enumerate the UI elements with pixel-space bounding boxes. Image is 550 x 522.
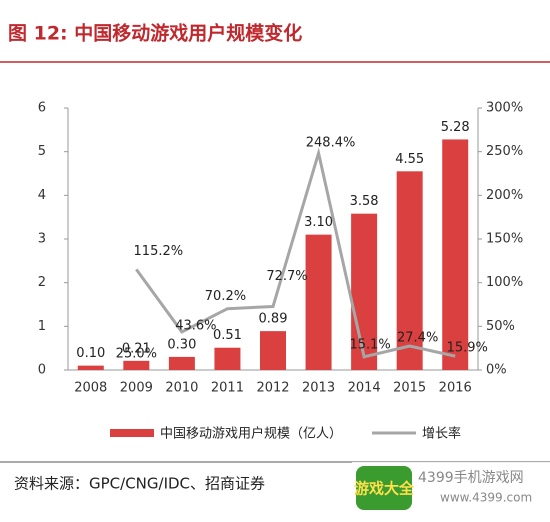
legend-swatch: [110, 429, 154, 437]
bar-value-label: 0.21: [122, 341, 151, 356]
line-value-label: 15.1%: [349, 337, 390, 352]
y-tick-label: 6: [38, 101, 46, 116]
bar: [396, 171, 423, 370]
bar-value-label: 0.51: [213, 328, 242, 343]
y-tick-label: 1: [38, 319, 46, 334]
bar: [214, 347, 241, 370]
watermark-site: 4399手机游戏网: [418, 470, 524, 486]
chart-title: 图 12: 中国移动游戏用户规模变化: [8, 22, 302, 45]
bar: [123, 360, 150, 370]
watermark-url: www.4399.com: [440, 491, 532, 505]
y2-tick-label: 200%: [486, 188, 523, 203]
x-tick-label: 2008: [74, 381, 107, 396]
y2-tick-label: 50%: [486, 319, 515, 334]
annotation: 25.0%: [116, 347, 157, 362]
x-tick-label: 2009: [120, 381, 153, 396]
y2-tick-label: 300%: [486, 101, 523, 116]
source: 资料来源：GPC/CNG/IDC、招商证券: [14, 475, 265, 493]
x-tick-label: 2016: [439, 381, 472, 396]
line-value-label: 70.2%: [205, 289, 246, 304]
x-tick-label: 2015: [393, 381, 426, 396]
line-value-label: 43.6%: [175, 318, 216, 333]
line-value-label: 115.2%: [134, 244, 184, 259]
watermark-logo: 游戏大全: [354, 480, 415, 498]
y2-tick-label: 100%: [486, 275, 523, 290]
growth-line: [135, 147, 456, 359]
bar: [260, 331, 286, 370]
x-tick-label: 2012: [256, 381, 289, 396]
bar: [305, 234, 332, 370]
x-tick-label: 2011: [211, 381, 244, 396]
bar-value-label: 5.28: [441, 120, 470, 135]
bar-value-label: 0.30: [167, 337, 196, 352]
x-tick-label: 2013: [302, 381, 335, 396]
bar: [168, 356, 195, 370]
bar-value-label: 3.10: [304, 215, 333, 230]
bar: [77, 365, 104, 370]
y2-tick-label: 150%: [486, 232, 523, 247]
bar-value-label: 0.10: [76, 346, 105, 361]
bar-value-label: 3.58: [350, 194, 379, 209]
line-value-label: 15.9%: [447, 341, 488, 356]
legend-label: 增长率: [422, 426, 461, 442]
bar-value-label: 0.89: [259, 312, 288, 327]
y-tick-label: 5: [38, 144, 46, 159]
legend-label: 中国移动游戏用户规模（亿人）: [160, 426, 342, 442]
line-value-label: 27.4%: [397, 331, 438, 346]
bar-value-label: 4.55: [395, 152, 424, 167]
watermark-logo-box: [356, 466, 412, 510]
y2-tick-label: 250%: [486, 144, 523, 159]
x-tick-label: 2014: [348, 381, 381, 396]
y-tick-label: 4: [38, 188, 46, 203]
y-tick-label: 0: [38, 363, 46, 378]
x-tick-label: 2010: [165, 381, 198, 396]
y-tick-label: 2: [38, 275, 46, 290]
y2-tick-label: 0%: [486, 363, 507, 378]
line-value-label: 72.7%: [266, 269, 307, 284]
y-tick-label: 3: [38, 232, 46, 247]
bar: [442, 139, 469, 370]
line-value-label: 248.4%: [306, 136, 356, 151]
bar: [351, 213, 378, 370]
